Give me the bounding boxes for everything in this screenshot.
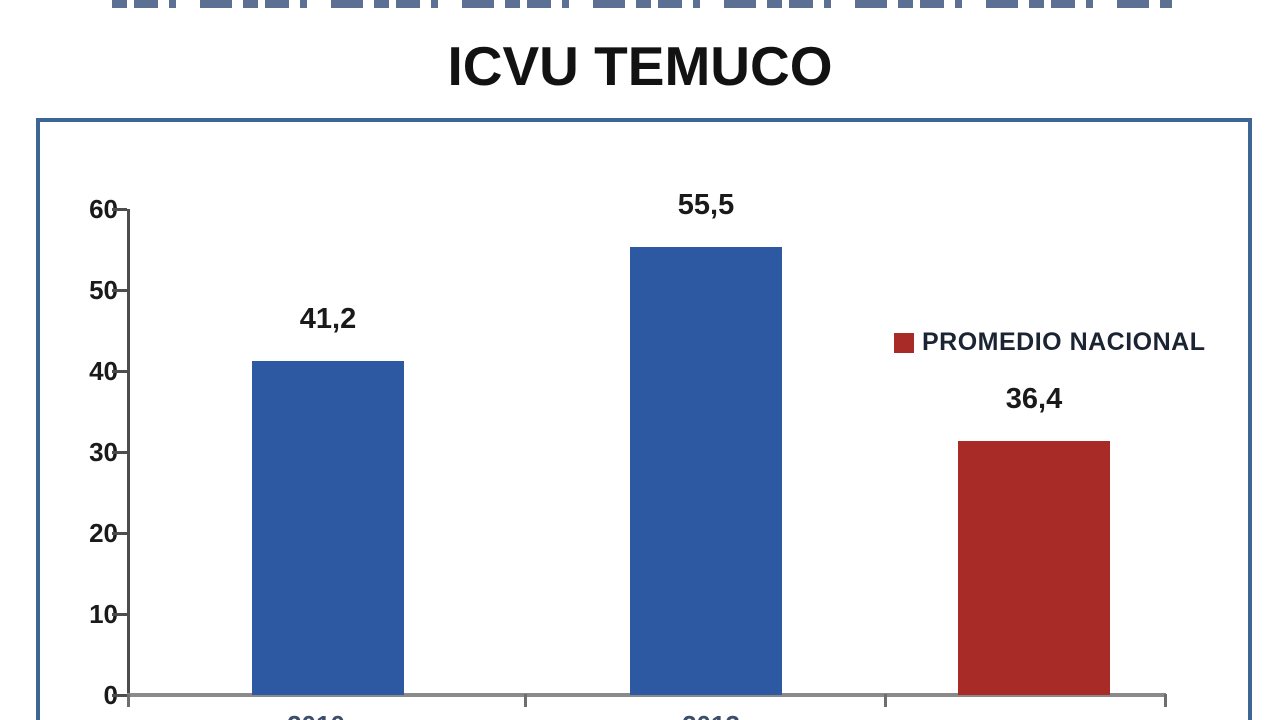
y-tick-mark xyxy=(112,694,127,697)
y-tick-label: 0 xyxy=(103,680,118,710)
bar xyxy=(630,247,782,695)
y-tick-mark xyxy=(112,370,127,373)
x-category-label-clipped: 2010 xyxy=(256,711,376,720)
y-tick-label: 10 xyxy=(89,599,118,629)
chart-title: ICVU TEMUCO xyxy=(447,35,833,97)
bar-value-label: 55,5 xyxy=(677,189,735,221)
y-tick-label: 40 xyxy=(89,356,118,386)
legend-swatch-icon xyxy=(894,332,914,353)
y-tick-mark xyxy=(112,613,127,616)
bar xyxy=(252,361,404,695)
y-tick-label: 20 xyxy=(89,518,118,548)
x-tick-mark xyxy=(1164,694,1167,707)
legend-label: PROMEDIO NACIONAL xyxy=(922,328,1206,356)
x-axis-line xyxy=(127,693,1166,697)
bar-value-label: 41,2 xyxy=(299,303,357,335)
y-tick-label: 30 xyxy=(89,437,118,467)
y-tick-mark xyxy=(112,208,127,211)
bar-value-label: 36,4 xyxy=(1005,383,1063,415)
x-tick-mark xyxy=(524,694,527,707)
y-tick-mark xyxy=(112,451,127,454)
y-tick-mark xyxy=(112,289,127,292)
y-axis-line xyxy=(127,209,130,703)
clipped-text-fragments xyxy=(112,0,1172,8)
bar xyxy=(958,441,1110,695)
legend: PROMEDIO NACIONAL xyxy=(894,328,1206,357)
y-tick-label: 60 xyxy=(89,194,118,224)
x-tick-mark xyxy=(127,694,130,707)
x-tick-mark xyxy=(884,694,887,707)
y-tick-label: 50 xyxy=(89,275,118,305)
x-category-label-clipped: 2013 xyxy=(651,711,771,720)
y-tick-mark xyxy=(112,532,127,535)
